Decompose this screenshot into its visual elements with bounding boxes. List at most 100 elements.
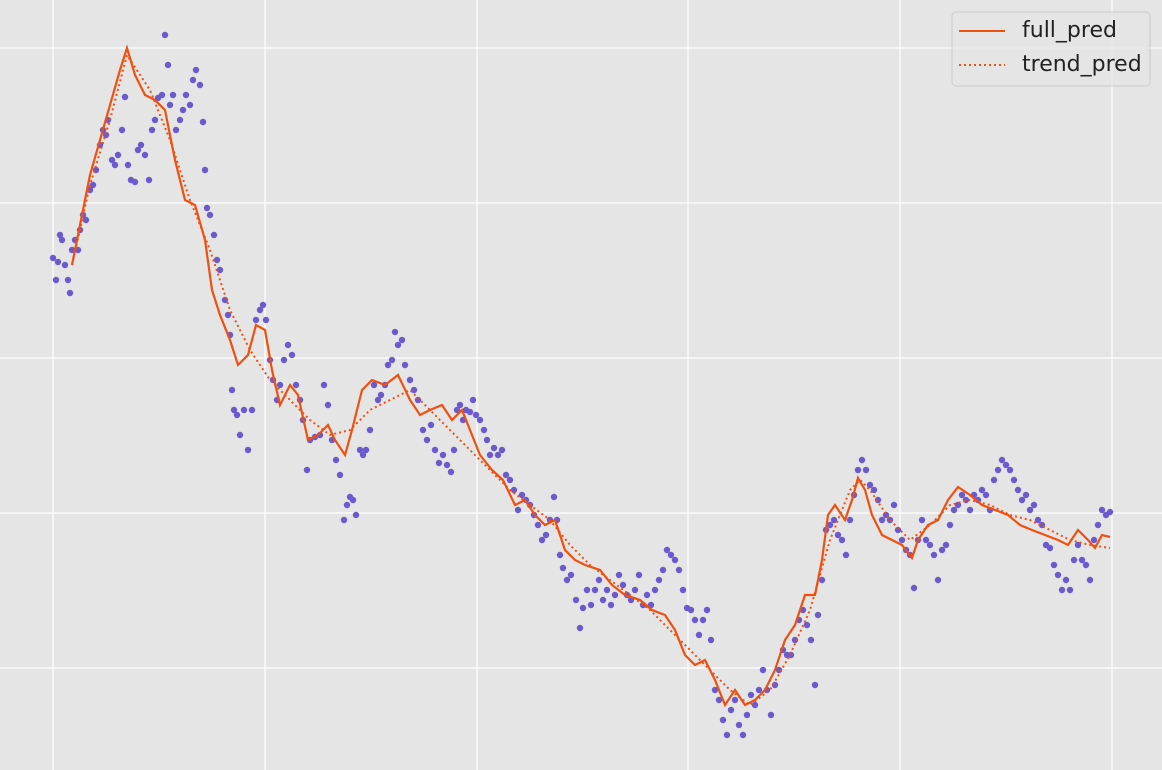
data-point [615, 571, 623, 579]
data-point [466, 408, 474, 416]
data-point [1022, 491, 1030, 499]
data-point [494, 451, 502, 459]
data-point [114, 151, 122, 159]
data-point [767, 711, 775, 719]
data-point [169, 91, 177, 99]
data-point [332, 456, 340, 464]
data-point [1014, 486, 1022, 494]
data-point [611, 591, 619, 599]
data-point [607, 601, 615, 609]
data-point [958, 491, 966, 499]
data-point [1054, 571, 1062, 579]
data-point [938, 546, 946, 554]
data-point [502, 471, 510, 479]
legend-label: full_pred [1022, 18, 1117, 43]
data-point [635, 571, 643, 579]
data-point [982, 491, 990, 499]
data-point [1018, 496, 1026, 504]
data-point [583, 586, 591, 594]
line-series [70, 44, 1111, 708]
data-point [655, 576, 663, 584]
data-point [230, 406, 238, 414]
data-point [236, 431, 244, 439]
data-point [252, 316, 260, 324]
data-point [427, 421, 435, 429]
data-point [858, 456, 866, 464]
data-point [755, 686, 763, 694]
data-point [352, 511, 360, 519]
data-point [240, 406, 248, 414]
data-point [747, 691, 755, 699]
data-point [826, 521, 834, 529]
data-point [49, 254, 57, 262]
data-point [54, 258, 62, 266]
data-point [118, 126, 126, 134]
data-point [476, 416, 484, 424]
legend-label: trend_pred [1022, 52, 1142, 77]
data-point [534, 521, 542, 529]
data-point [276, 381, 284, 389]
data-point [878, 516, 886, 524]
data-point [715, 696, 723, 704]
data-point [572, 596, 580, 604]
data-point [480, 426, 488, 434]
data-point [469, 396, 477, 404]
data-point [687, 606, 695, 614]
data-point [356, 446, 364, 454]
data-point [89, 181, 97, 189]
data-point [506, 476, 514, 484]
data-point [771, 681, 779, 689]
data-point [723, 731, 731, 739]
data-point [619, 581, 627, 589]
data-point [56, 231, 64, 239]
data-point [102, 131, 110, 139]
data-point [388, 356, 396, 364]
data-point [942, 541, 950, 549]
data-point [743, 711, 751, 719]
data-point [248, 406, 256, 414]
data-point [807, 636, 815, 644]
data-point [727, 706, 735, 714]
data-point [259, 301, 267, 309]
data-point [910, 584, 918, 592]
data-point [1070, 556, 1078, 564]
data-point [1082, 561, 1090, 569]
data-point [950, 506, 958, 514]
data-point [918, 516, 926, 524]
data-point [176, 116, 184, 124]
data-point [52, 276, 60, 284]
data-point [1034, 516, 1042, 524]
data-point [591, 586, 599, 594]
data-point [587, 601, 595, 609]
data-point [61, 261, 69, 269]
data-point [946, 521, 954, 529]
data-point [320, 381, 328, 389]
data-point [483, 436, 491, 444]
data-point [186, 101, 194, 109]
data-point [158, 91, 166, 99]
data-point [659, 566, 667, 574]
data-point [1090, 536, 1098, 544]
data-point [830, 516, 838, 524]
data-point [711, 686, 719, 694]
data-point [966, 506, 974, 514]
data-point [456, 401, 464, 409]
data-point [447, 468, 455, 476]
data-point [453, 406, 461, 414]
data-point [1062, 576, 1070, 584]
data-point [423, 436, 431, 444]
data-point [1098, 506, 1106, 514]
data-point [280, 356, 288, 364]
data-point [691, 616, 699, 624]
data-point [490, 444, 498, 452]
data-point [894, 526, 902, 534]
data-point [542, 531, 550, 539]
data-point [1066, 586, 1074, 594]
data-point [256, 306, 264, 314]
data-point [213, 256, 221, 264]
data-point [695, 631, 703, 639]
data-point [58, 236, 66, 244]
data-point [998, 456, 1006, 464]
data-point [671, 556, 679, 564]
